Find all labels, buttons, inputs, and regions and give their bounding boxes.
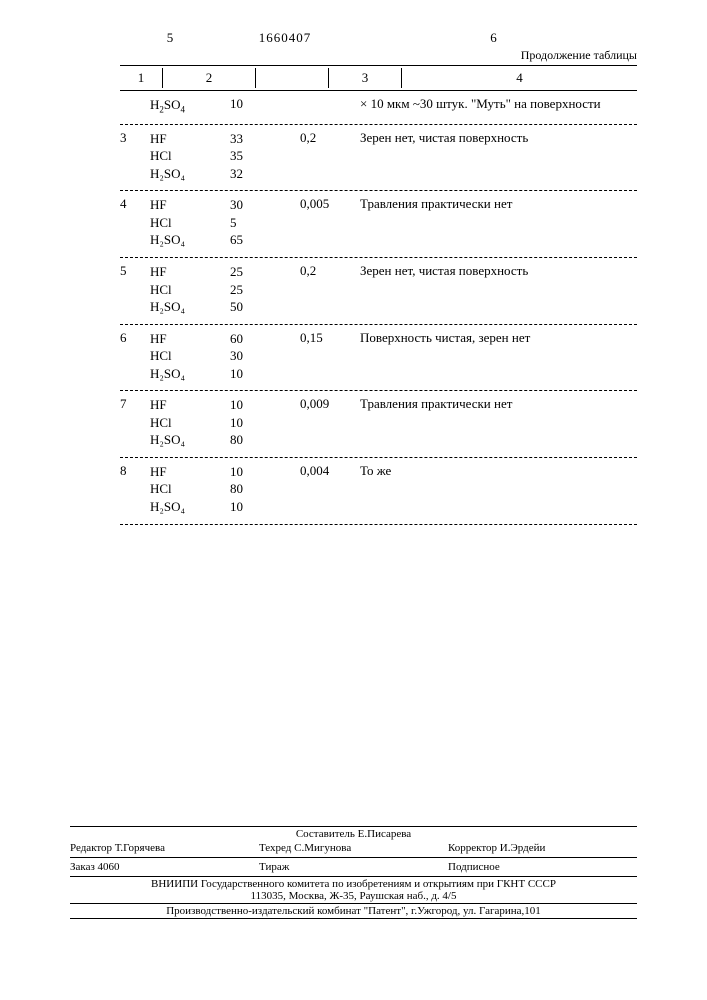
chem-cell: HFHClH₂SO₄	[150, 330, 230, 383]
note-cell: Травления практически нет	[360, 396, 637, 449]
chem-cell: HFHClH₂SO₄	[150, 396, 230, 449]
row-number: 5	[120, 263, 150, 316]
table-row: 4HFHClH₂SO₄305650,005Травления практичес…	[120, 193, 637, 255]
header-col-3: 3	[329, 68, 402, 88]
note-cell: Травления практически нет	[360, 196, 637, 249]
row-number: 3	[120, 130, 150, 183]
note-cell: Зерен нет, чистая поверхность	[360, 263, 637, 316]
chem-cell: HFHClH₂SO₄	[150, 463, 230, 516]
note-cell: То же	[360, 463, 637, 516]
organization: ВНИИПИ Государственного комитета по изоб…	[70, 878, 637, 890]
subscription: Подписное	[448, 861, 637, 873]
footer: Составитель Е.Писарева Редактор Т.Горяче…	[70, 825, 637, 920]
ratio-cell: 0,2	[300, 130, 360, 183]
row-number: 8	[120, 463, 150, 516]
note-cell: × 10 мкм ~30 штук. "Муть" на поверхности	[360, 96, 637, 116]
header-col-1: 1	[120, 68, 163, 88]
note-cell: Зерен нет, чистая поверхность	[360, 130, 637, 183]
table-row: 6HFHClH₂SO₄6030100,15Поверхность чистая,…	[120, 327, 637, 389]
table-row: H2SO4 10 × 10 мкм ~30 штук. "Муть" на по…	[120, 93, 637, 122]
value-cell: 108010	[230, 463, 300, 516]
ratio-cell: 0,15	[300, 330, 360, 383]
address-2: Производственно-издательский комбинат "П…	[70, 905, 637, 917]
row-number: 4	[120, 196, 150, 249]
page-num-right: 6	[350, 30, 637, 46]
row-number: 7	[120, 396, 150, 449]
chem-cell: HFHClH₂SO₄	[150, 263, 230, 316]
table-row: 3HFHClH₂SO₄3335320,2Зерен нет, чистая по…	[120, 127, 637, 189]
header-col-4: 4	[402, 68, 638, 88]
chem-cell: H2SO4	[150, 96, 230, 116]
page-num-left: 5	[120, 30, 220, 46]
chem-cell: HFHClH₂SO₄	[150, 130, 230, 183]
table-row: 5HFHClH₂SO₄2525500,2Зерен нет, чистая по…	[120, 260, 637, 322]
row-number: 6	[120, 330, 150, 383]
editor: Редактор Т.Горячева	[70, 842, 259, 854]
value-cell: 101080	[230, 396, 300, 449]
tirazh: Тираж	[259, 861, 448, 873]
value-cell: 252550	[230, 263, 300, 316]
header-col-2: 2	[163, 68, 256, 88]
table-row: 7HFHClH₂SO₄1010800,009Травления практиче…	[120, 393, 637, 455]
continuation-label: Продолжение таблицы	[120, 48, 637, 63]
value-cell: 603010	[230, 330, 300, 383]
compiler: Составитель Е.Писарева	[70, 828, 637, 840]
table-header: 1 2 3 4	[120, 68, 637, 88]
ratio-cell: 0,005	[300, 196, 360, 249]
ratio-cell: 0,2	[300, 263, 360, 316]
corrector: Корректор И.Эрдейи	[448, 842, 637, 854]
value-cell: 10	[230, 96, 300, 116]
note-cell: Поверхность чистая, зерен нет	[360, 330, 637, 383]
header-col-blank	[256, 68, 329, 88]
value-cell: 333532	[230, 130, 300, 183]
value-cell: 30565	[230, 196, 300, 249]
ratio-cell: 0,004	[300, 463, 360, 516]
table-row: 8HFHClH₂SO₄1080100,004То же	[120, 460, 637, 522]
chem-cell: HFHClH₂SO₄	[150, 196, 230, 249]
tech-editor: Техред С.Мигунова	[259, 842, 448, 854]
address-1: 113035, Москва, Ж-35, Раушская наб., д. …	[70, 890, 637, 902]
ratio-cell: 0,009	[300, 396, 360, 449]
order-number: Заказ 4060	[70, 861, 259, 873]
patent-number: 1660407	[220, 30, 350, 46]
